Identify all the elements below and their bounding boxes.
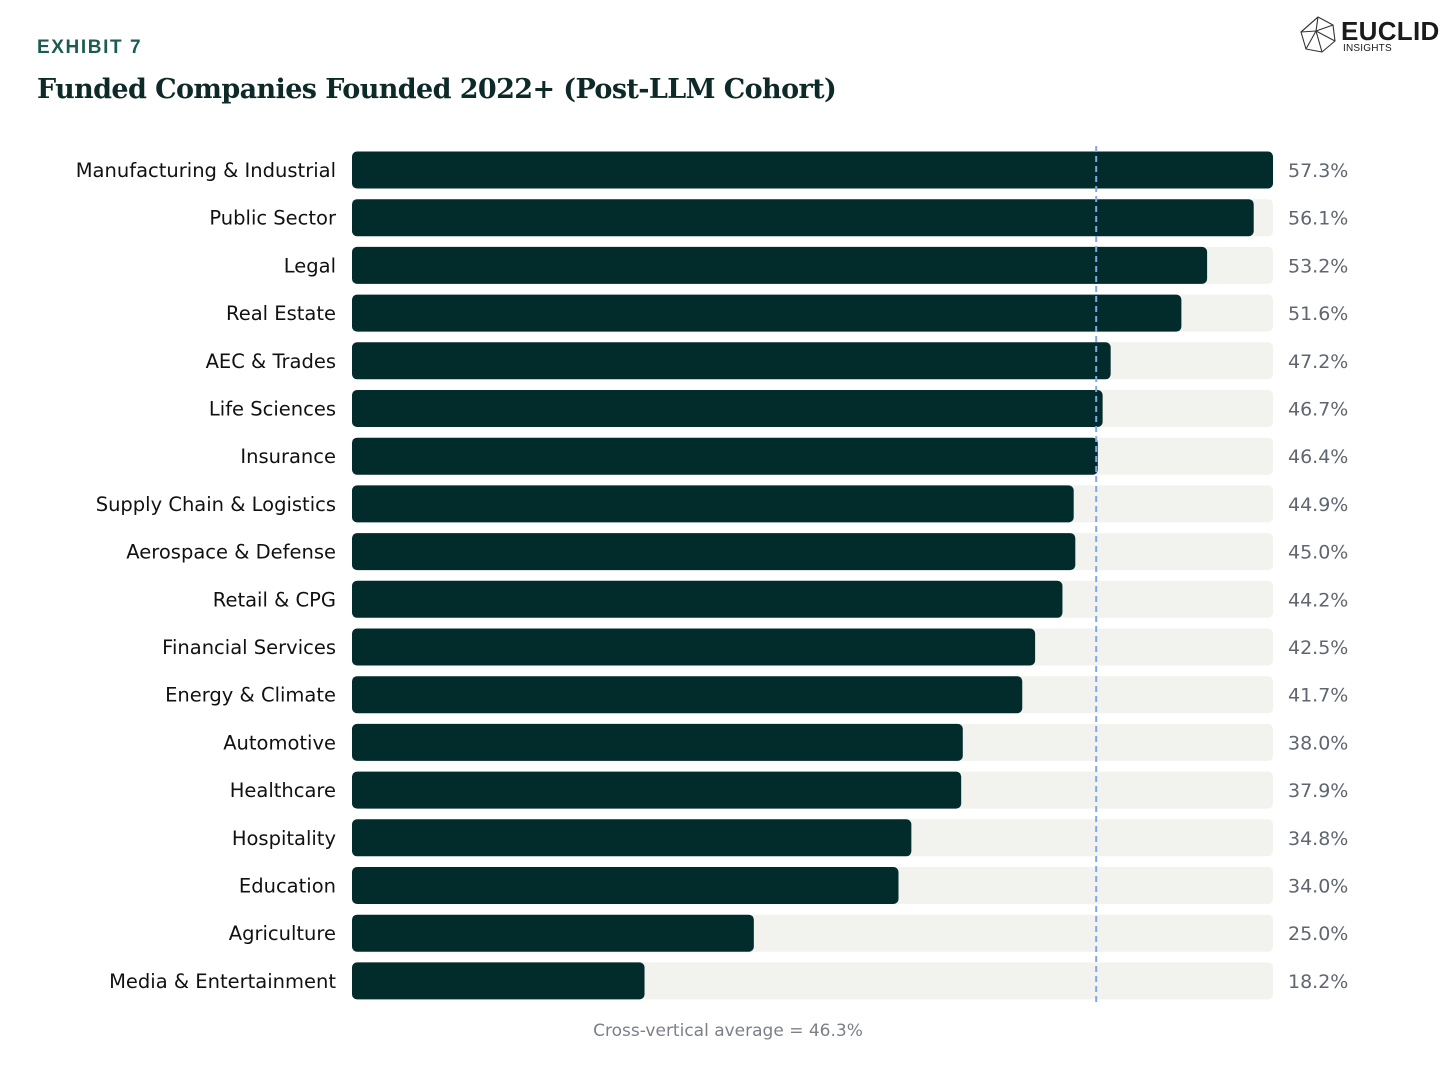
bar-insurance <box>352 437 1098 475</box>
category-label-real-estate: Real Estate <box>226 302 336 325</box>
bar-hospitality <box>352 819 912 857</box>
value-label-automotive: 38.0% <box>1288 732 1348 754</box>
value-label-aec-and-trades: 47.2% <box>1288 351 1348 373</box>
logo-subtitle: INSIGHTS <box>1343 43 1392 54</box>
bar-manufacturing-and-industrial <box>352 151 1273 189</box>
average-footnote: Cross-vertical average = 46.3% <box>593 1021 863 1041</box>
exhibit-label: EXHIBIT 7 <box>37 37 143 58</box>
bar-aec-and-trades <box>352 342 1111 380</box>
category-label-energy-and-climate: Energy & Climate <box>165 684 336 707</box>
value-label-supply-chain-and-logistics: 44.9% <box>1288 494 1348 516</box>
value-label-hospitality: 34.8% <box>1288 828 1348 850</box>
category-label-financial-services: Financial Services <box>162 636 336 659</box>
bar-energy-and-climate <box>352 676 1023 714</box>
category-label-agriculture: Agriculture <box>229 922 336 945</box>
value-label-public-sector: 56.1% <box>1288 208 1348 230</box>
bar-public-sector <box>352 199 1254 237</box>
category-label-aerospace-and-defense: Aerospace & Defense <box>126 541 336 564</box>
category-label-manufacturing-and-industrial: Manufacturing & Industrial <box>76 159 336 182</box>
bar-life-sciences <box>352 390 1103 427</box>
polyhedron-logo-icon <box>1300 16 1336 53</box>
category-label-education: Education <box>239 875 336 898</box>
bar-real-estate <box>352 294 1182 332</box>
bar-supply-chain-and-logistics <box>352 485 1074 523</box>
chart-title: Funded Companies Founded 2022+ (Post-LLM… <box>37 74 837 105</box>
category-label-supply-chain-and-logistics: Supply Chain & Logistics <box>96 493 336 516</box>
category-label-hospitality: Hospitality <box>232 827 336 850</box>
category-label-legal: Legal <box>284 254 336 277</box>
category-label-media-and-entertainment: Media & Entertainment <box>109 970 336 993</box>
value-label-agriculture: 25.0% <box>1288 923 1348 945</box>
bar-education <box>352 867 899 904</box>
bar-aerospace-and-defense <box>352 533 1076 571</box>
category-label-insurance: Insurance <box>240 445 336 468</box>
category-label-aec-and-trades: AEC & Trades <box>206 350 336 373</box>
bar-financial-services <box>352 628 1036 666</box>
value-label-media-and-entertainment: 18.2% <box>1288 971 1348 993</box>
bar-healthcare <box>352 771 962 809</box>
bar-agriculture <box>352 914 754 952</box>
category-label-retail-and-cpg: Retail & CPG <box>213 588 336 611</box>
category-label-public-sector: Public Sector <box>209 207 337 230</box>
bar-legal <box>352 246 1208 284</box>
value-label-life-sciences: 46.7% <box>1288 399 1348 421</box>
value-label-education: 34.0% <box>1288 876 1348 898</box>
value-label-real-estate: 51.6% <box>1288 303 1348 325</box>
value-label-healthcare: 37.9% <box>1288 780 1348 802</box>
value-label-energy-and-climate: 41.7% <box>1288 685 1348 707</box>
category-label-automotive: Automotive <box>223 731 336 754</box>
value-label-financial-services: 42.5% <box>1288 637 1348 659</box>
bar-retail-and-cpg <box>352 580 1063 618</box>
logo-wordmark: EUCLID <box>1341 16 1440 46</box>
value-label-insurance: 46.4% <box>1288 446 1348 468</box>
category-label-healthcare: Healthcare <box>230 779 336 802</box>
value-label-legal: 53.2% <box>1288 255 1348 277</box>
category-label-life-sciences: Life Sciences <box>209 398 336 421</box>
value-label-retail-and-cpg: 44.2% <box>1288 589 1348 611</box>
bar-media-and-entertainment <box>352 962 645 1000</box>
value-label-aerospace-and-defense: 45.0% <box>1288 542 1348 564</box>
value-label-manufacturing-and-industrial: 57.3% <box>1288 160 1348 182</box>
euclid-logo: EUCLID INSIGHTS <box>1298 14 1440 60</box>
bar-automotive <box>352 723 963 761</box>
